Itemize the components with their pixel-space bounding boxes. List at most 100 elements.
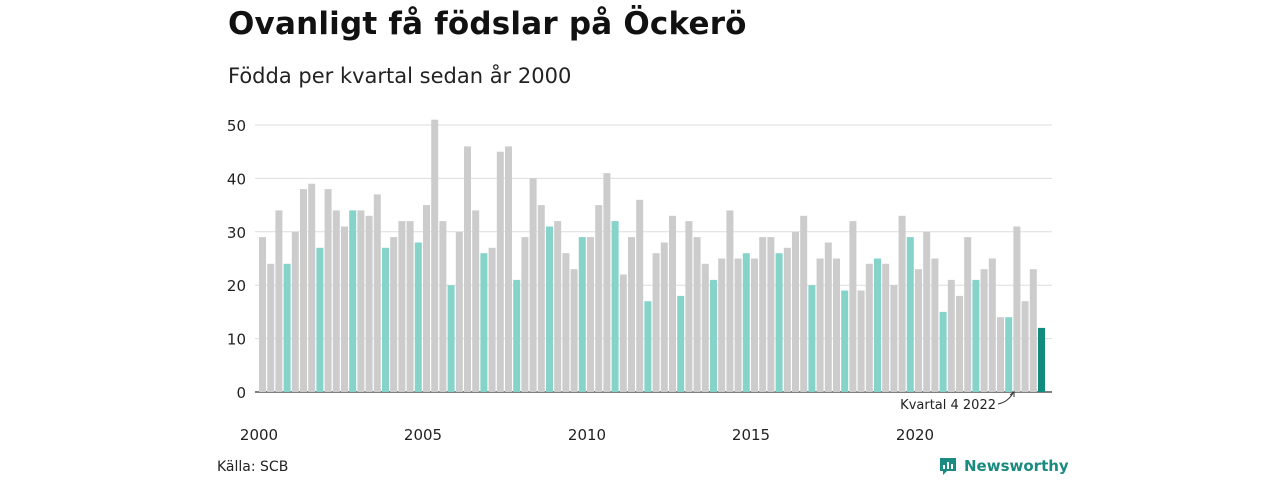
- bar: [890, 285, 898, 392]
- bar: [636, 199, 644, 392]
- bar: [972, 279, 980, 392]
- bar: [267, 263, 275, 392]
- bar: [537, 205, 545, 392]
- annotation-label: Kvartal 4 2022: [900, 398, 996, 413]
- bar: [816, 258, 824, 392]
- bar: [505, 146, 512, 392]
- bar: [562, 253, 570, 392]
- bar: [496, 151, 504, 392]
- bar: [349, 210, 357, 392]
- bar: [1013, 226, 1021, 392]
- bar: [923, 231, 931, 392]
- bar: [447, 285, 455, 392]
- bar: [521, 237, 529, 392]
- bar: [595, 205, 603, 392]
- bar: [710, 279, 717, 392]
- bar: [373, 194, 381, 392]
- y-tick-label: 0: [236, 384, 246, 402]
- bar: [513, 279, 521, 392]
- bar: [906, 237, 914, 392]
- bar: [726, 210, 734, 392]
- chart-subtitle: Födda per kvartal sedan år 2000: [228, 64, 572, 88]
- bar: [808, 285, 816, 392]
- bar: [980, 269, 988, 392]
- annotation-arrow: [997, 392, 1014, 405]
- newsworthy-logo-icon: [940, 458, 956, 475]
- x-tick-label: 2020: [896, 426, 934, 444]
- bar: [685, 221, 693, 392]
- bar: [578, 237, 586, 392]
- bar: [677, 295, 685, 392]
- bar: [783, 247, 791, 392]
- bar: [546, 226, 553, 392]
- brand-name: Newsworthy: [964, 457, 1069, 475]
- bar: [997, 317, 1004, 392]
- bar: [874, 258, 881, 392]
- bar: [365, 215, 373, 392]
- bar: [701, 263, 709, 392]
- bar: [652, 253, 660, 392]
- bar: [767, 237, 775, 392]
- bar: [660, 242, 668, 392]
- bar: [734, 258, 742, 392]
- bar: [1029, 269, 1037, 392]
- brand-logo: Newsworthy: [938, 456, 1069, 476]
- bar: [947, 279, 955, 392]
- bar: [390, 237, 398, 392]
- bar: [628, 237, 635, 392]
- bar: [259, 237, 266, 392]
- bar: [603, 173, 611, 392]
- bar-chart: 0 10 20 30 40 50 2000 2005 2010 2015 2020 Kvartal…: [227, 117, 1052, 444]
- y-tick-label: 50: [227, 117, 246, 135]
- bar: [480, 253, 488, 392]
- chart-title: Ovanligt få födslar på Öckerö: [228, 6, 747, 42]
- source-note: Källa: SCB: [217, 459, 289, 475]
- bar: [308, 183, 316, 392]
- bar: [939, 311, 947, 392]
- y-tick-label: 20: [227, 277, 246, 295]
- bar: [316, 247, 324, 392]
- bar: [275, 210, 283, 392]
- bar: [865, 263, 873, 392]
- bar: [423, 205, 430, 392]
- bar: [1005, 317, 1013, 392]
- bar: [332, 210, 340, 392]
- bar: [472, 210, 480, 392]
- bar: [800, 215, 808, 392]
- bar: [964, 237, 972, 392]
- bar: [1038, 327, 1045, 392]
- bar: [398, 221, 406, 392]
- bar: [300, 189, 307, 392]
- bar: [587, 237, 594, 392]
- bar: [669, 215, 676, 392]
- bar: [357, 210, 365, 392]
- y-tick-label: 40: [227, 170, 246, 188]
- bar: [619, 274, 627, 392]
- bar: [455, 231, 463, 392]
- bar: [283, 263, 291, 392]
- bar: [718, 258, 726, 392]
- bar: [529, 178, 537, 392]
- bar: [857, 290, 865, 392]
- x-tick-label: 2000: [240, 426, 278, 444]
- bar: [439, 221, 447, 392]
- bar: [382, 247, 389, 392]
- bar: [488, 247, 496, 392]
- x-tick-label: 2005: [404, 426, 442, 444]
- bar: [759, 237, 767, 392]
- y-tick-label: 30: [227, 224, 246, 242]
- bar: [742, 253, 750, 392]
- bar: [324, 189, 332, 392]
- bar: [644, 301, 652, 392]
- bar: [988, 258, 996, 392]
- bar: [693, 237, 701, 392]
- bar: [554, 221, 562, 392]
- bar: [291, 231, 299, 392]
- bar: [464, 146, 471, 392]
- x-tick-label: 2015: [732, 426, 770, 444]
- y-tick-label: 10: [227, 331, 246, 349]
- bar: [792, 231, 799, 392]
- bar: [849, 221, 857, 392]
- bar: [775, 253, 783, 392]
- bar: [431, 119, 439, 392]
